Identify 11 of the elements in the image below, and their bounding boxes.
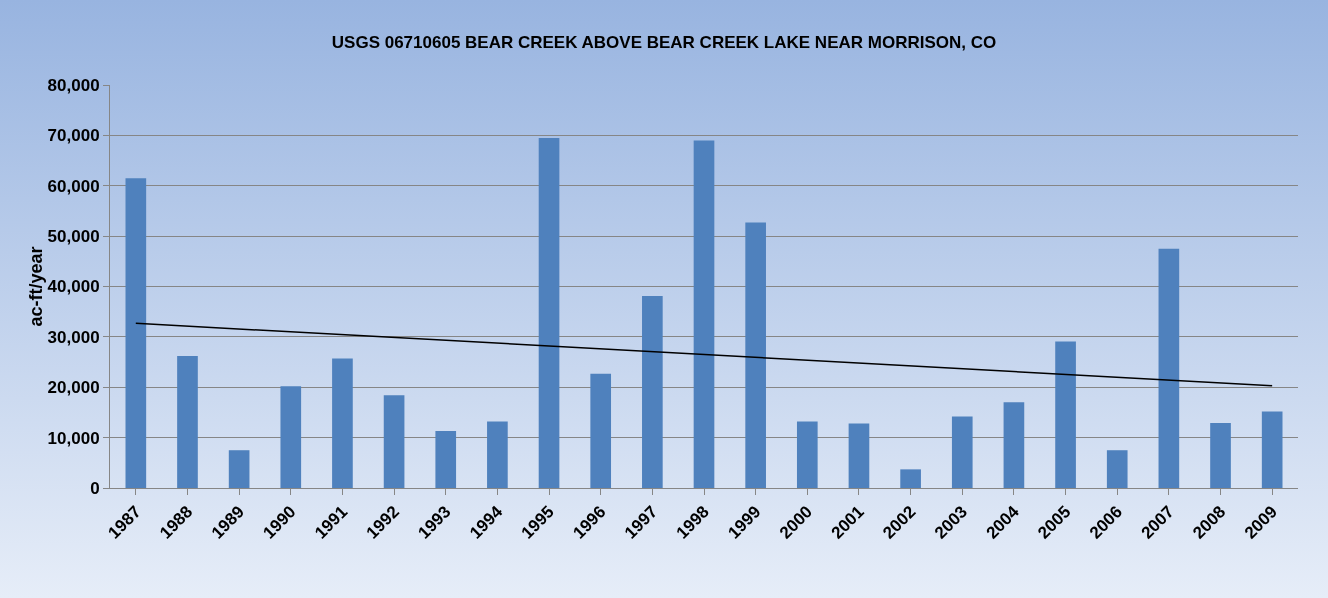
y-tick-label: 10,000: [47, 428, 100, 448]
y-tick-label: 80,000: [47, 75, 100, 95]
y-tick-label: 60,000: [47, 176, 100, 196]
y-tick-label: 50,000: [47, 227, 100, 247]
y-tick-label: 20,000: [47, 378, 100, 398]
y-tick-label: 70,000: [47, 126, 100, 146]
y-tick-label: 30,000: [47, 327, 100, 347]
chart-title: USGS 06710605 BEAR CREEK ABOVE BEAR CREEK LAKE NEAR MORRISON, CO: [331, 32, 997, 52]
y-axis-title: ac-ft/year: [25, 246, 46, 327]
y-tick-label: 40,000: [47, 277, 100, 297]
y-tick-label: 0: [90, 478, 100, 498]
